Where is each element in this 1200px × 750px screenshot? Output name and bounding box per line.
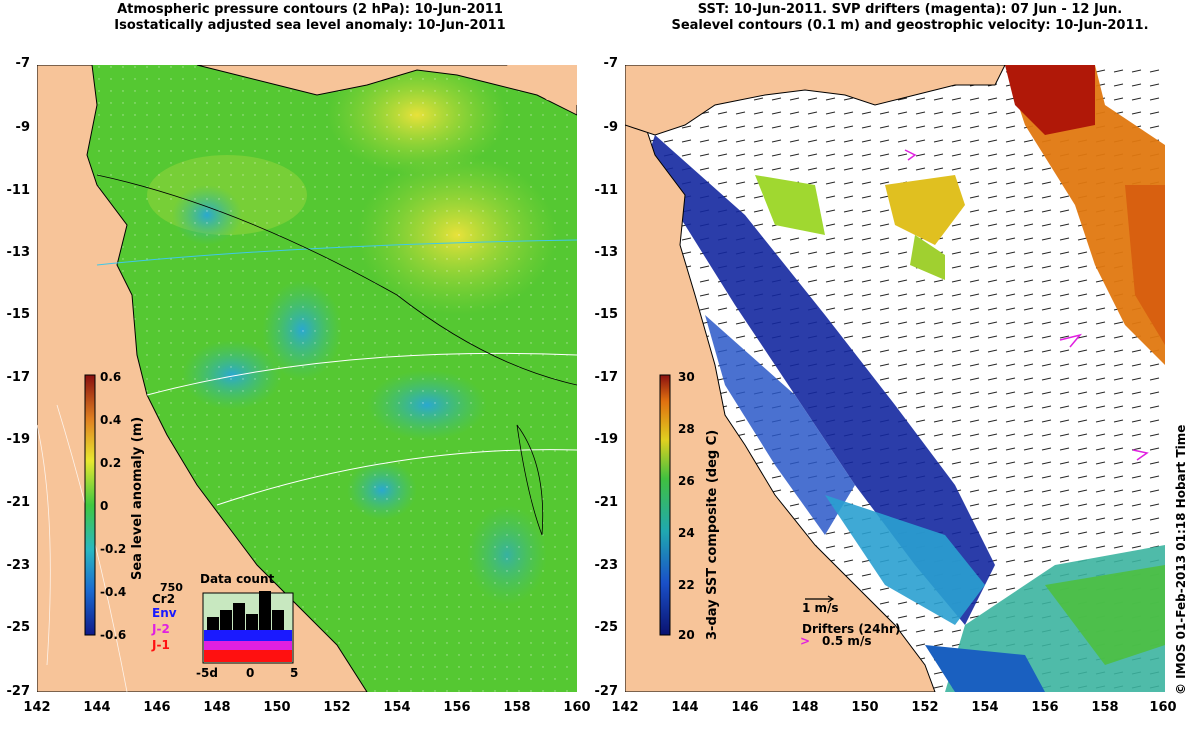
y-tick: -13: [6, 245, 31, 260]
x-tick: 156: [443, 700, 471, 715]
y-tick: -21: [6, 495, 31, 510]
x-tick: 154: [971, 700, 999, 715]
sst-tick: 20: [678, 628, 695, 642]
y-tick: -15: [6, 307, 31, 322]
x-tick: 142: [23, 700, 51, 715]
x-tick: 142: [611, 700, 639, 715]
sst-colorbar-label: 3-day SST composite (deg C): [705, 429, 720, 640]
x-tick: 160: [1149, 700, 1177, 715]
australia-land: [624, 64, 936, 693]
y-tick: -7: [603, 56, 618, 71]
x-tick: 154: [383, 700, 411, 715]
y-tick: -23: [6, 558, 31, 573]
y-tick: -15: [594, 307, 619, 322]
y-tick: -17: [594, 370, 619, 385]
y-tick: -11: [6, 183, 31, 198]
x-tick: 152: [911, 700, 939, 715]
y-tick: -27: [6, 684, 31, 699]
y-tick: -7: [15, 56, 30, 71]
inset-xtick: -5d: [196, 666, 218, 680]
right-title: SST: 10-Jun-2011. SVP drifters (magenta)…: [640, 2, 1180, 34]
y-tick: -19: [6, 432, 31, 447]
x-tick: 146: [731, 700, 759, 715]
right-map-panel: [624, 64, 1165, 693]
x-tick: 150: [263, 700, 291, 715]
mission-cr2: Cr2: [152, 592, 176, 606]
x-tick: 158: [503, 700, 531, 715]
y-tick: -9: [603, 120, 618, 135]
right-title-line1: SST: 10-Jun-2011. SVP drifters (magenta)…: [697, 2, 1123, 17]
sst-tick: 26: [678, 474, 695, 488]
inset-title: Data count: [200, 572, 275, 586]
y-tick: -25: [6, 620, 31, 635]
mission-j2: J-2: [152, 622, 170, 636]
inset-xtick: 5: [290, 666, 299, 680]
y-tick: -11: [594, 183, 619, 198]
drifters-label: Drifters (24hr): [802, 622, 901, 636]
x-tick: 144: [671, 700, 699, 715]
x-tick: 146: [143, 700, 171, 715]
x-tick: 158: [1091, 700, 1119, 715]
mission-env: Env: [152, 606, 177, 620]
inset-max-label: 750: [160, 581, 183, 594]
y-tick: -19: [594, 432, 619, 447]
x-tick: 156: [1031, 700, 1059, 715]
y-tick: -23: [594, 558, 619, 573]
x-tick: 160: [563, 700, 591, 715]
sst-map: [624, 64, 1165, 693]
sla-tick: 0: [100, 499, 109, 513]
drifters-speed: 0.5 m/s: [822, 634, 872, 648]
left-title-line1: Atmospheric pressure contours (2 hPa): 1…: [117, 2, 503, 17]
drifters-symbol: >: [800, 634, 811, 648]
x-tick: 150: [851, 700, 879, 715]
left-title-line2: Isostatically adjusted sea level anomaly…: [114, 18, 506, 33]
velocity-scale-label: 1 m/s: [802, 601, 839, 615]
y-tick: -21: [594, 495, 619, 510]
sst-tick: 24: [678, 526, 695, 540]
velocity-scale-arrow: [805, 595, 835, 603]
sst-tick: 22: [678, 578, 695, 592]
y-tick: -27: [594, 684, 619, 699]
imos-credit: © IMOS 01-Feb-2013 01:18 Hobart Time: [1174, 424, 1188, 695]
sla-tick: 0.6: [100, 370, 122, 384]
left-map-panel: [36, 55, 578, 693]
mission-j1: J-1: [152, 638, 170, 652]
data-count-inset: [202, 591, 294, 664]
sst-tick: 30: [678, 370, 695, 384]
sst-tick: 28: [678, 422, 695, 436]
sla-tick: -0.4: [100, 585, 127, 599]
sla-tick: -0.2: [100, 542, 127, 556]
sla-tick: 0.4: [100, 413, 122, 427]
y-tick: -17: [6, 370, 31, 385]
y-tick: -9: [15, 120, 30, 135]
sea-level-anomaly-map: [36, 55, 578, 693]
sst-colorbar: [659, 374, 671, 636]
sla-tick: -0.6: [100, 628, 127, 642]
x-tick: 148: [203, 700, 231, 715]
x-tick: 148: [791, 700, 819, 715]
x-tick: 144: [83, 700, 111, 715]
x-tick: 152: [323, 700, 351, 715]
y-tick: -13: [594, 245, 619, 260]
sla-colorbar: [84, 374, 96, 636]
sla-tick: 0.2: [100, 456, 122, 470]
left-title: Atmospheric pressure contours (2 hPa): 1…: [60, 2, 560, 34]
png-land: [624, 64, 1006, 136]
inset-xtick: 0: [246, 666, 255, 680]
right-title-line2: Sealevel contours (0.1 m) and geostrophi…: [671, 18, 1149, 33]
y-tick: -25: [594, 620, 619, 635]
png-tail: [507, 65, 577, 105]
sla-colorbar-label: Sea level anomaly (m): [130, 416, 145, 580]
